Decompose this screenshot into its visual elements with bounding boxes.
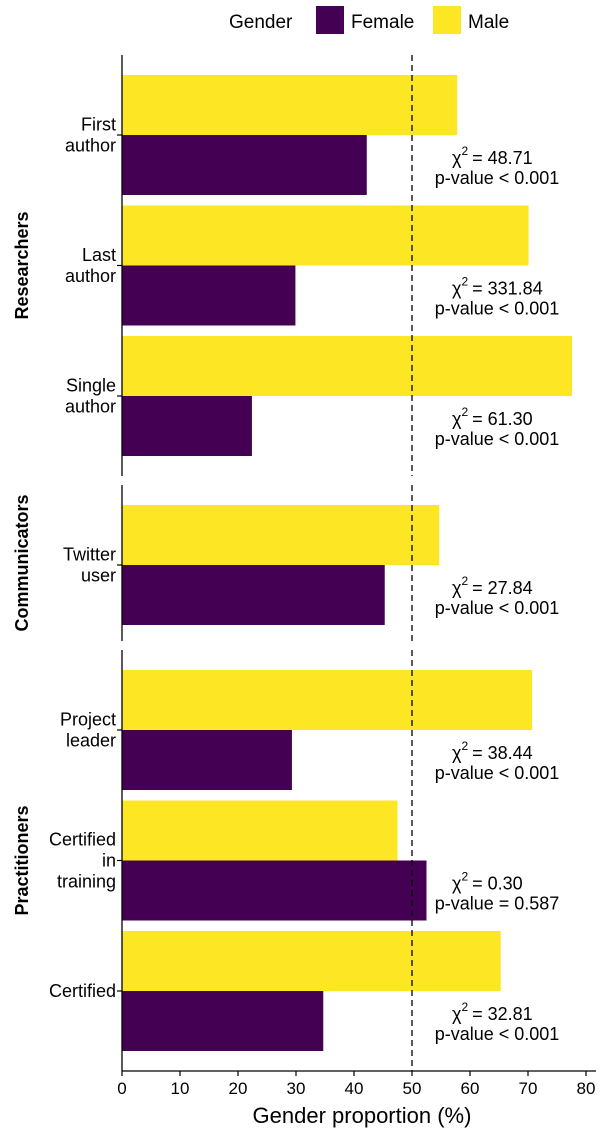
x-tick-label: 40	[345, 1079, 364, 1098]
category-label-line: Project	[60, 710, 116, 730]
p-value-annotation: p-value < 0.001	[435, 168, 560, 188]
legend-label-female: Female	[351, 12, 414, 33]
bar-male	[122, 336, 573, 396]
category-label-line: author	[65, 136, 116, 156]
x-tick-label: 10	[171, 1079, 190, 1098]
bar-female	[122, 565, 385, 625]
legend-title: Gender	[229, 12, 293, 33]
panel-practitioners: Practitioners	[12, 670, 533, 1051]
bar-male	[122, 505, 440, 565]
category-label: First author	[65, 115, 116, 156]
legend-swatch-female	[316, 6, 344, 34]
group-label: Practitioners	[12, 805, 32, 915]
category-label-line: Twitter	[63, 545, 116, 565]
bars: Researchers Communicators Practitioners	[12, 75, 573, 1051]
bar-male	[122, 75, 458, 135]
group-label: Researchers	[12, 211, 32, 319]
x-tick-label: 80	[577, 1079, 596, 1098]
panel-communicators: Communicators	[12, 494, 440, 632]
p-value-annotation: p-value < 0.001	[435, 598, 560, 618]
x-tick-label: 20	[229, 1079, 248, 1098]
chi-symbol: χ	[452, 279, 462, 299]
p-value-annotation: p-value < 0.001	[435, 299, 560, 319]
chi-square-annotation: χ2 = 32.81	[452, 1000, 533, 1024]
bar-female	[122, 730, 292, 790]
chi-value: = 48.71	[472, 148, 533, 168]
category-label-line: Single	[66, 376, 116, 396]
chi-superscript: 2	[461, 275, 468, 289]
category-label-line: Last	[82, 245, 116, 265]
chi-square-annotation: χ2 = 61.30	[452, 405, 533, 429]
chi-superscript: 2	[461, 1000, 468, 1014]
chi-symbol: χ	[452, 409, 462, 429]
chi-symbol: χ	[452, 148, 462, 168]
chi-square-annotation: χ2 = 38.44	[452, 739, 533, 763]
x-tick-label: 50	[403, 1079, 422, 1098]
chi-superscript: 2	[461, 739, 468, 753]
legend-swatch-male	[433, 6, 461, 34]
legend: Gender Female Male	[229, 6, 509, 34]
chi-superscript: 2	[461, 574, 468, 588]
panel-researchers: Researchers	[12, 75, 573, 456]
chi-superscript: 2	[461, 405, 468, 419]
chi-symbol: χ	[452, 578, 462, 598]
chi-square-annotation: χ2 = 27.84	[452, 574, 533, 598]
chi-value: = 331.84	[472, 279, 543, 299]
bar-female	[122, 860, 427, 921]
chi-square-annotation: χ2 = 331.84	[452, 275, 543, 299]
chi-value: = 38.44	[472, 743, 533, 763]
chi-symbol: χ	[452, 1004, 462, 1024]
x-tick-label: 60	[461, 1079, 480, 1098]
group-label: Communicators	[12, 494, 32, 631]
legend-label-male: Male	[468, 12, 509, 33]
bar-female	[122, 135, 367, 195]
p-value-annotation: p-value < 0.001	[435, 429, 560, 449]
category-label-line: First	[81, 115, 116, 135]
p-value-annotation: p-value < 0.001	[435, 763, 560, 783]
category-label-line: in	[102, 851, 116, 871]
category-label: Last author	[65, 245, 116, 286]
bar-male	[122, 205, 529, 266]
chi-value: = 61.30	[472, 409, 533, 429]
chi-square-annotation: χ2 = 48.71	[452, 144, 533, 168]
bar-female	[122, 396, 252, 456]
category-label-line: training	[57, 872, 116, 892]
p-value-annotation: p-value = 0.587	[435, 894, 560, 914]
category-label: Certified in training	[49, 830, 116, 892]
chi-superscript: 2	[461, 144, 468, 158]
category-label: Certified	[49, 981, 116, 1001]
category-label-line: author	[65, 266, 116, 286]
x-axis-title: Gender proportion (%)	[253, 1103, 472, 1128]
category-label-line: user	[81, 566, 116, 586]
chi-superscript: 2	[461, 870, 468, 884]
category-label-line: leader	[66, 731, 116, 751]
chi-value: = 32.81	[472, 1004, 533, 1024]
x-tick-label: 70	[519, 1079, 538, 1098]
category-label-line: author	[65, 397, 116, 417]
bar-female	[122, 991, 324, 1051]
bar-female	[122, 265, 296, 326]
p-value-annotation: p-value < 0.001	[435, 1024, 560, 1044]
category-label-line: Certified	[49, 981, 116, 1001]
category-label: Single author	[65, 376, 116, 417]
x-tick-label: 30	[287, 1079, 306, 1098]
category-label: Twitter user	[63, 545, 116, 586]
chi-square-annotation: χ2 = 0.30	[452, 870, 523, 894]
bar-male	[122, 670, 533, 730]
chi-value: = 27.84	[472, 578, 533, 598]
chi-value: = 0.30	[472, 874, 523, 894]
bar-male	[122, 931, 501, 991]
chi-symbol: χ	[452, 743, 462, 763]
category-label: Project leader	[60, 710, 116, 751]
x-tick-label: 0	[117, 1079, 126, 1098]
category-label-line: Certified	[49, 830, 116, 850]
bar-male	[122, 800, 398, 861]
chi-symbol: χ	[452, 874, 462, 894]
